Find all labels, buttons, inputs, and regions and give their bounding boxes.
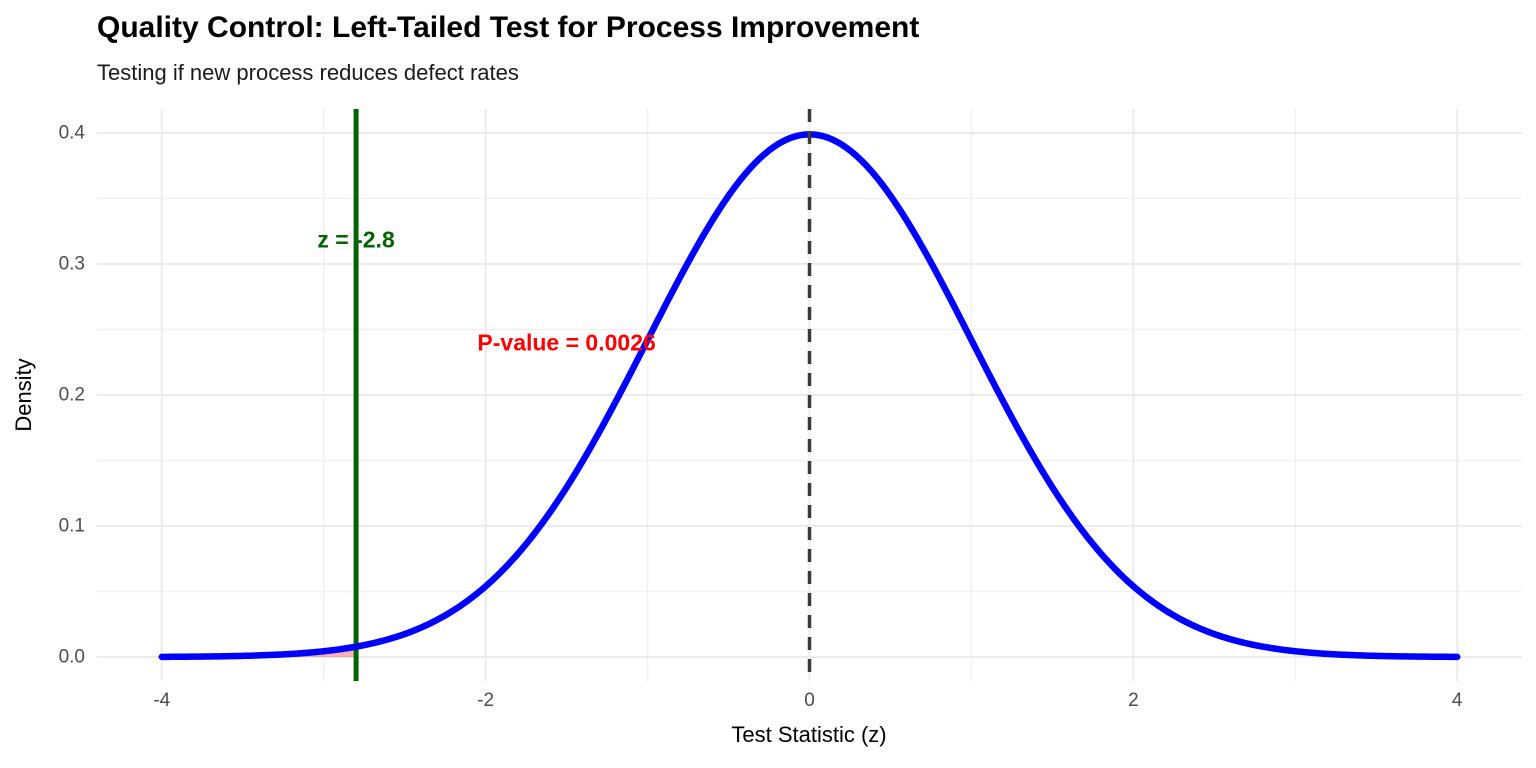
x-tick-label: -2	[477, 690, 495, 711]
plot-panel: z = -2.8 P-value = 0.0026	[97, 109, 1522, 681]
p-value-label: P-value = 0.0026	[477, 329, 656, 356]
density-plot	[97, 109, 1522, 681]
y-tick-label: 0.3	[58, 253, 85, 275]
x-axis-title: Test Statistic (z)	[731, 722, 887, 747]
y-axis-title: Density	[11, 358, 36, 432]
x-tick-label: 2	[1128, 690, 1139, 711]
chart-subtitle: Testing if new process reduces defect ra…	[97, 60, 519, 85]
x-tick-label: 0	[804, 690, 815, 711]
z-statistic-label: z = -2.8	[317, 226, 395, 253]
y-tick-label: 0.1	[58, 515, 85, 537]
x-tick-label: -4	[153, 690, 171, 711]
y-tick-label: 0.2	[58, 384, 85, 406]
y-tick-label: 0.0	[58, 646, 85, 668]
y-tick-label: 0.4	[58, 122, 85, 144]
chart-title: Quality Control: Left-Tailed Test for Pr…	[97, 11, 920, 44]
x-tick-label: 4	[1451, 690, 1463, 711]
